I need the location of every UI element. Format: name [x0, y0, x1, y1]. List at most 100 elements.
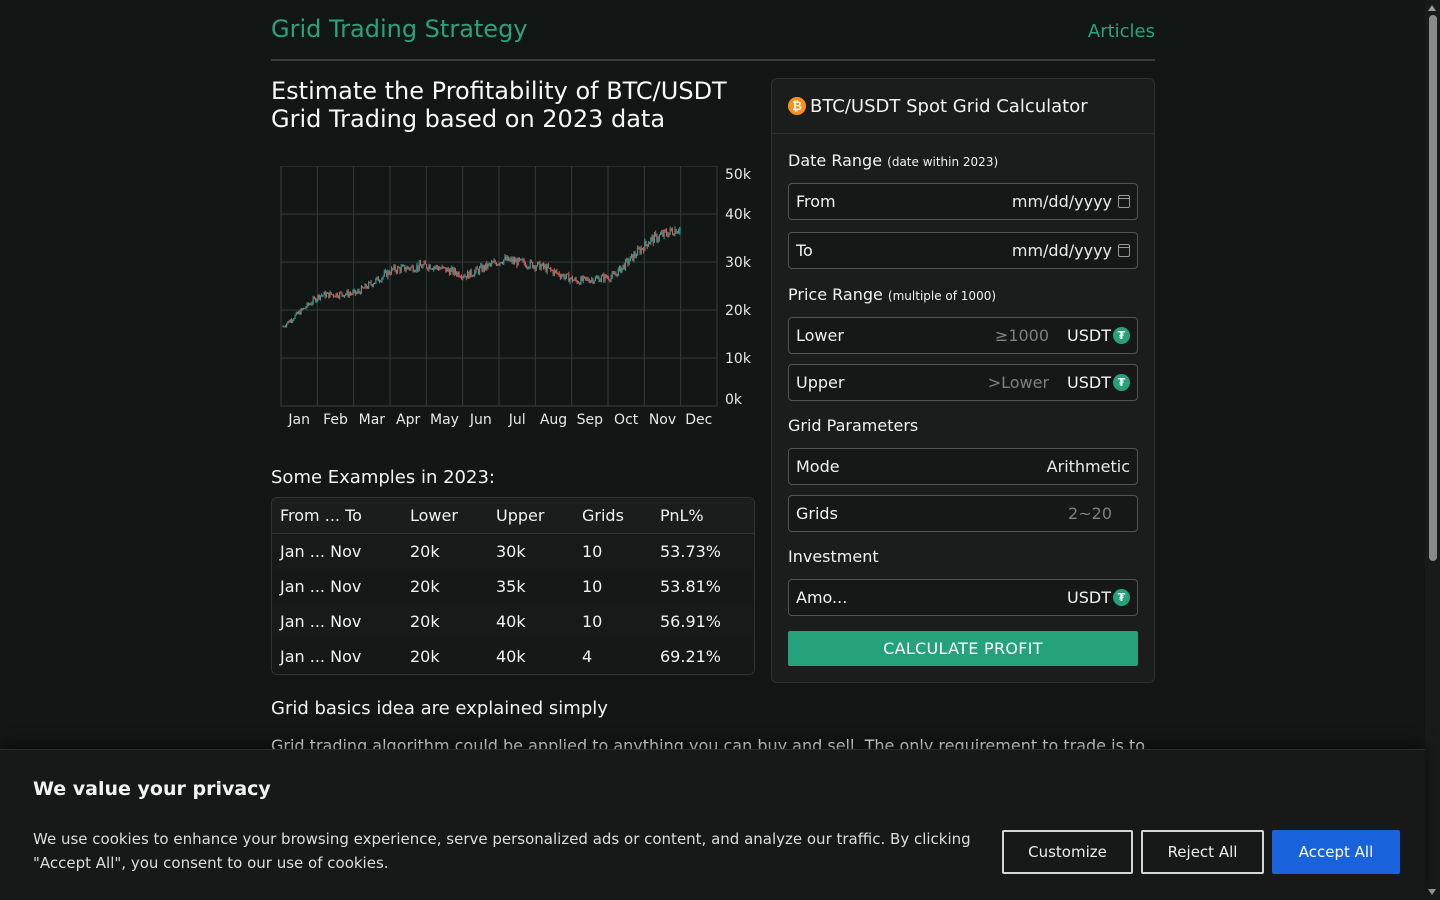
chart-candle-body [610, 276, 612, 281]
chart-candle-body [627, 259, 629, 264]
chart-candle-body [334, 296, 336, 298]
brand-link[interactable]: Grid Trading Strategy [271, 15, 528, 43]
chart-candle-body [549, 267, 551, 269]
customize-button[interactable]: Customize [1002, 830, 1133, 874]
upper-price-input[interactable]: Upper >Lower USDT ₮ [788, 364, 1138, 401]
amount-input[interactable]: Amo... USDT ₮ [788, 579, 1138, 616]
table-row[interactable]: Jan ... Nov 20k 40k 10 56.91% [272, 604, 754, 639]
col-header-range: From ... To [272, 498, 402, 534]
chart-candle-body [643, 248, 645, 252]
chart-candle-body [410, 267, 412, 270]
chart-candle-body [604, 274, 606, 281]
chart-candle-body [440, 268, 442, 270]
chart-candle-body [413, 271, 415, 273]
chart-x-tick-label: Jan [287, 412, 310, 428]
chart-candle-body [676, 232, 678, 234]
chart-candle-body [345, 294, 347, 296]
chart-candle-body [540, 265, 542, 270]
grids-input[interactable]: Grids 2~20 [788, 495, 1138, 532]
chart-candle-body [439, 268, 441, 270]
table-row[interactable]: Jan ... Nov 20k 35k 10 53.81% [272, 569, 754, 604]
reject-all-button[interactable]: Reject All [1141, 830, 1264, 874]
chart-x-tick-label: Apr [396, 412, 420, 428]
articles-link[interactable]: Articles [1087, 21, 1155, 42]
scroll-thumb[interactable] [1429, 15, 1437, 561]
chart-candle-body [290, 319, 292, 322]
chart-candle-body [530, 260, 532, 263]
chart-candle-body [621, 267, 623, 273]
chart-candle-body [464, 275, 466, 277]
chart-candle-body [288, 321, 290, 323]
calculator-title: BTC/USDT Spot Grid Calculator [810, 95, 1088, 117]
chart-candle-body [352, 291, 354, 295]
calendar-icon[interactable] [1118, 244, 1130, 257]
chart-candle-body [348, 293, 350, 297]
scroll-down-arrow-icon[interactable] [1428, 889, 1436, 895]
chart-candle-body [493, 260, 495, 263]
upper-label: Upper [796, 373, 845, 392]
chart-candle-body [495, 263, 497, 266]
calendar-icon[interactable] [1118, 195, 1130, 208]
chart-candle-body [337, 296, 339, 298]
table-row[interactable]: Jan ... Nov 20k 30k 10 53.73% [272, 534, 754, 569]
page-scrollbar[interactable] [1425, 0, 1440, 900]
chart-candle-body [453, 268, 455, 274]
to-date-input[interactable]: To mm/dd/yyyy [788, 232, 1138, 269]
accept-all-button[interactable]: Accept All [1272, 830, 1400, 874]
chart-candle-body [458, 272, 460, 277]
lower-price-input[interactable]: Lower ≥1000 USDT ₮ [788, 317, 1138, 354]
calculate-profit-button[interactable]: CALCULATE PROFIT [788, 631, 1138, 666]
chart-candle-body [298, 311, 300, 314]
mode-value: Arithmetic [1046, 457, 1130, 476]
chart-candle-body [468, 272, 470, 279]
chart-candle-body [282, 326, 284, 328]
chart-candle-body [656, 234, 658, 241]
chart-candle-body [392, 268, 394, 270]
table-row[interactable]: Jan ... Nov 20k 40k 4 69.21% [272, 639, 754, 674]
chart-candle-body [556, 270, 558, 273]
chart-y-tick-label: 10k [725, 351, 752, 367]
chart-candle-body [380, 281, 382, 283]
chart-candle-body [494, 260, 496, 264]
chart-candle-body [481, 265, 483, 272]
chart-candle-body [419, 262, 421, 266]
chart-candle-body [339, 292, 341, 298]
chart-candle-body [545, 265, 547, 272]
chart-candle-body [474, 271, 476, 276]
chart-candle-body [616, 273, 618, 276]
chart-candle-body [562, 274, 564, 276]
tether-icon: ₮ [1113, 589, 1130, 606]
chart-candle-body [347, 290, 349, 297]
scroll-up-arrow-icon[interactable] [1428, 5, 1436, 11]
chart-candle-body [521, 258, 523, 261]
to-date-placeholder: mm/dd/yyyy [1011, 241, 1112, 260]
chart-candle-body [359, 291, 361, 294]
chart-candle-body [416, 265, 418, 271]
chart-candle-body [450, 269, 452, 275]
chart-candle-body [515, 259, 517, 263]
chart-candle-body [406, 267, 408, 270]
basics-heading: Grid basics idea are explained simply [271, 698, 608, 719]
from-date-input[interactable]: From mm/dd/yyyy [788, 183, 1138, 220]
chart-candle-body [415, 270, 417, 272]
chart-candle-body [594, 277, 596, 281]
calculator-header: ₿ BTC/USDT Spot Grid Calculator [772, 79, 1154, 134]
chart-candle-body [520, 258, 522, 260]
navbar: Grid Trading Strategy Articles [271, 0, 1155, 61]
chart-candle-body [448, 270, 450, 275]
chart-candle-body [381, 277, 383, 282]
chart-y-tick-label: 0k [725, 392, 743, 408]
chart-candle-body [664, 230, 666, 232]
chart-candle-body [385, 270, 387, 273]
chart-candle-body [612, 273, 614, 275]
cookie-text: We use cookies to enhance your browsing … [33, 830, 971, 872]
chart-candle-body [372, 284, 374, 287]
cookie-title: We value your privacy [33, 778, 271, 800]
chart-candle-body [644, 241, 646, 252]
chart-candle-body [546, 265, 548, 272]
chart-candle-body [322, 295, 324, 297]
mode-select[interactable]: Mode Arithmetic [788, 448, 1138, 485]
chart-candle-body [463, 276, 465, 278]
chart-candle-body [296, 312, 298, 314]
chart-candle-body [436, 265, 438, 268]
